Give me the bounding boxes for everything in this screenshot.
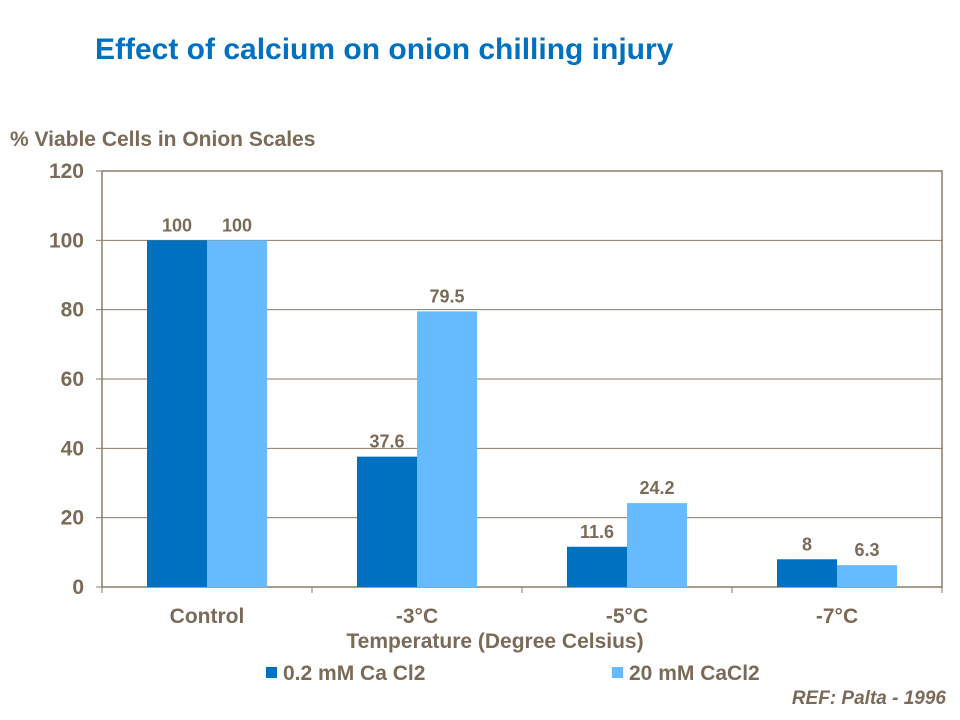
y-tick-label: 20 [61, 507, 84, 530]
chart-title: Effect of calcium on onion chilling inju… [95, 33, 674, 66]
data-label: 24.2 [639, 478, 674, 498]
legend-swatch [612, 667, 623, 678]
y-tick-label: 100 [49, 229, 84, 252]
reference-note: REF: Palta - 1996 [791, 688, 946, 709]
bar-high-calcium [207, 240, 267, 588]
bar-low-calcium [777, 559, 837, 587]
data-label: 8 [802, 534, 812, 554]
x-tick-label: -5°C [606, 605, 648, 628]
bar-low-calcium [357, 456, 417, 587]
x-tick-label: Control [170, 605, 245, 628]
bar-low-calcium [147, 240, 207, 588]
y-tick-label: 60 [61, 368, 84, 391]
y-tick-label: 120 [49, 160, 84, 183]
y-tick-label: 0 [72, 576, 84, 599]
y-tick-label: 40 [61, 437, 84, 460]
x-axis-label: Temperature (Degree Celsius) [346, 630, 643, 653]
bar-high-calcium [417, 311, 477, 587]
data-label: 79.5 [429, 286, 464, 306]
data-label: 100 [162, 215, 192, 235]
legend-label: 0.2 mM Ca Cl2 [283, 662, 425, 685]
x-tick-label: -7°C [816, 605, 858, 628]
legend-swatch [266, 667, 277, 678]
bar-high-calcium [837, 565, 897, 587]
data-label: 11.6 [580, 522, 614, 542]
data-label: 37.6 [369, 432, 404, 452]
y-axis-label: % Viable Cells in Onion Scales [10, 128, 315, 151]
data-label: 100 [222, 215, 252, 235]
x-tick-label: -3°C [396, 605, 438, 628]
data-label: 6.3 [854, 540, 879, 560]
bar-low-calcium [567, 546, 627, 587]
legend-label: 20 mM CaCl2 [629, 662, 760, 685]
y-tick-label: 80 [61, 299, 84, 322]
bar-high-calcium [627, 503, 687, 587]
